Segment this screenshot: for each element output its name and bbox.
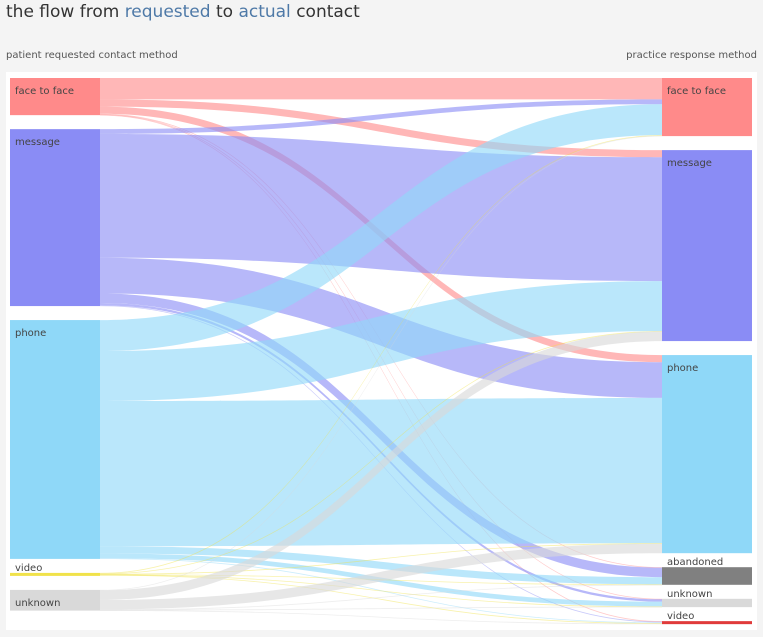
target-node-video[interactable]	[662, 621, 752, 625]
target-node-message[interactable]	[662, 150, 752, 342]
title-middle: to	[210, 2, 239, 22]
source-label-face-to-face: face to face	[15, 86, 74, 97]
source-label-phone: phone	[15, 328, 46, 339]
flow-unknown-to-abandoned[interactable]	[100, 584, 662, 611]
flow-phone-to-message[interactable]	[100, 281, 662, 402]
sankey-labels: face to face message phone video unknown face…	[15, 86, 726, 622]
flow-unknown-to-video[interactable]	[100, 610, 662, 625]
sankey-links	[100, 78, 662, 625]
flow-message-to-message[interactable]	[100, 133, 662, 282]
target-label-video: video	[667, 611, 694, 622]
flow-phone-to-face_to_face[interactable]	[100, 104, 662, 352]
title-actual: actual	[238, 2, 291, 22]
source-node-message[interactable]	[10, 129, 100, 307]
target-node-phone[interactable]	[662, 355, 752, 554]
flow-video-to-message[interactable]	[100, 331, 662, 575]
flow-video-to-unknown[interactable]	[100, 574, 662, 608]
target-label-unknown: unknown	[667, 589, 712, 600]
flow-face_to_face-to-message[interactable]	[100, 99, 662, 158]
flow-phone-to-phone[interactable]	[100, 397, 662, 547]
left-axis-label: patient requested contact method	[6, 50, 178, 61]
target-node-face-to-face[interactable]	[662, 78, 752, 137]
source-label-message: message	[15, 137, 60, 148]
sankey-nodes	[10, 78, 752, 625]
title-suffix: contact	[290, 2, 360, 22]
right-axis-label: practice response method	[626, 50, 757, 61]
flow-face_to_face-to-video[interactable]	[100, 114, 662, 622]
flow-unknown-to-unknown[interactable]	[100, 606, 662, 611]
flow-face_to_face-to-face_to_face[interactable]	[100, 78, 662, 100]
flow-video-to-video[interactable]	[100, 574, 662, 624]
target-label-phone: phone	[667, 363, 698, 374]
flow-unknown-to-face_to_face[interactable]	[100, 135, 662, 591]
source-node-phone[interactable]	[10, 320, 100, 559]
chart-title: the flow from requested to actual contac…	[6, 2, 360, 22]
source-node-face-to-face[interactable]	[10, 78, 100, 116]
flow-unknown-to-phone[interactable]	[100, 543, 662, 610]
title-prefix: the flow from	[6, 2, 125, 22]
target-label-abandoned: abandoned	[667, 557, 723, 568]
target-label-face-to-face: face to face	[667, 86, 726, 97]
source-node-unknown[interactable]	[10, 589, 100, 611]
flow-video-to-face_to_face[interactable]	[100, 135, 662, 574]
target-node-abandoned[interactable]	[662, 567, 752, 585]
flow-video-to-phone[interactable]	[100, 543, 662, 575]
target-label-message: message	[667, 158, 712, 169]
target-node-unknown[interactable]	[662, 598, 752, 608]
source-label-video: video	[15, 563, 42, 574]
flow-phone-to-abandoned[interactable]	[100, 546, 662, 585]
flow-phone-to-video[interactable]	[100, 558, 662, 624]
source-label-unknown: unknown	[15, 598, 60, 609]
title-requested: requested	[124, 2, 211, 22]
chart-frame: face to face message phone video unknown face…	[6, 72, 757, 630]
flow-unknown-to-message[interactable]	[100, 331, 662, 600]
flow-message-to-face_to_face[interactable]	[100, 99, 662, 134]
sankey-chart: face to face message phone video unknown face…	[10, 78, 752, 625]
source-node-video[interactable]	[10, 572, 100, 576]
